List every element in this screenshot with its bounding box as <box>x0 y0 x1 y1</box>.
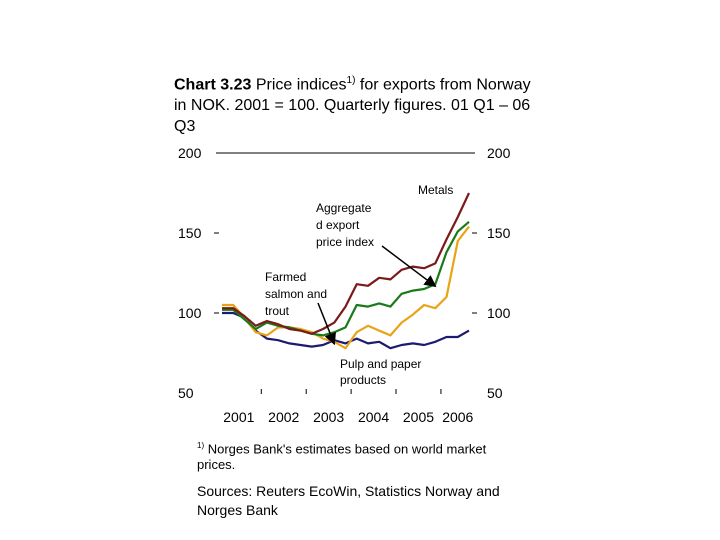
x-tick-label: 2005 <box>403 409 434 425</box>
sources-note: Sources: Reuters EcoWin, Statistics Norw… <box>197 483 500 518</box>
y-tick-label-left: 150 <box>178 225 202 241</box>
footnote-text: Norges Bank's estimates based on world m… <box>197 441 487 473</box>
y-tick-label-left: 200 <box>178 145 202 161</box>
annotation-aggregated-line: d export <box>316 218 360 232</box>
footnote-marker: 1) <box>197 441 205 450</box>
annotation-salmon-line: Farmed <box>265 270 306 284</box>
x-tick-label: 2006 <box>442 409 473 425</box>
series-line-aggregated <box>222 220 470 337</box>
y-tick-label-right: 100 <box>487 305 511 321</box>
x-tick-label: 2003 <box>313 409 344 425</box>
annotation-pulp-line: Pulp and paper <box>340 357 421 371</box>
chart-title: Chart 3.23 Price indices1) for exports f… <box>174 70 534 137</box>
chart-series <box>222 192 470 350</box>
annotation-pulp-line: products <box>340 373 386 387</box>
x-tick-label: 2002 <box>268 409 299 425</box>
chart-axes: 50 50 100 100 150 150 200 200 2001 2002 2003 2004 20… <box>178 145 511 425</box>
y-tick-label-right: 150 <box>487 225 511 241</box>
chart-title-text-b: for exports from Norway in NOK. 2001 = 1… <box>174 76 531 136</box>
chart-annotations: Metals Aggregate d export price index Farmed… <box>265 183 453 387</box>
x-tick-label: 2004 <box>358 409 389 425</box>
y-tick-label-left: 100 <box>178 305 202 321</box>
chart-title-number: Chart 3.23 <box>174 76 252 94</box>
annotation-arrow-aggregated <box>381 245 437 288</box>
chart-title-text-a: Price indices <box>251 76 347 94</box>
y-tick-label-left: 50 <box>178 385 194 401</box>
annotation-aggregated-line: price index <box>316 235 374 249</box>
annotation-metals-line: Metals <box>418 183 453 197</box>
chart-title-superscript: 1) <box>346 75 356 86</box>
annotation-arrow-salmon <box>317 302 336 346</box>
annotation-salmon-line: salmon and <box>265 287 327 301</box>
y-tick-label-right: 200 <box>487 145 511 161</box>
annotation-salmon-line: trout <box>265 304 290 318</box>
series-line-pulp <box>222 311 470 350</box>
series-line-salmon <box>222 225 470 350</box>
y-tick-label-right: 50 <box>487 385 503 401</box>
footnote: 1) Norges Bank's estimates based on worl… <box>197 438 527 473</box>
x-tick-label: 2001 <box>223 409 254 425</box>
series-line-metals <box>222 192 470 335</box>
annotation-aggregated-line: Aggregate <box>316 201 372 215</box>
